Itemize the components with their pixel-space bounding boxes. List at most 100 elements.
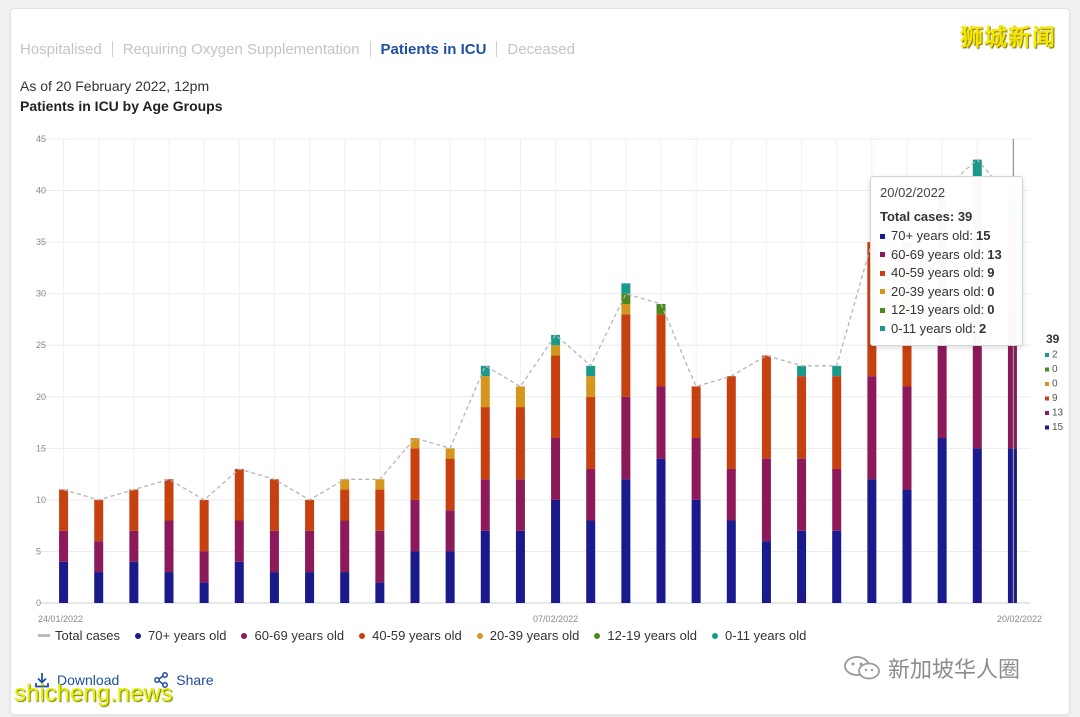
tooltip-swatch [880, 326, 885, 332]
bar-segment [305, 499, 315, 531]
y-tick-label: 5 [36, 546, 41, 556]
legend-label: 0-11 years old [724, 628, 807, 643]
bar-segment [340, 520, 350, 573]
tooltip-row: 12-19 years old: 0 [880, 301, 1013, 320]
bar-segment [94, 572, 104, 603]
end-label-swatch [1045, 353, 1049, 357]
tooltip-row-label: 12-19 years old: [891, 302, 985, 317]
legend-dot [359, 632, 366, 639]
bar-segment [164, 572, 174, 603]
tooltip-row: 40-59 years old: 9 [880, 264, 1013, 283]
bar-segment [269, 479, 279, 531]
bar-segment [656, 314, 666, 387]
bar-segment [726, 376, 736, 469]
tooltip-row: 60-69 years old: 13 [880, 246, 1013, 265]
bar-segment [445, 510, 455, 552]
bar-segment [199, 499, 209, 552]
tooltip-row: 20-39 years old: 0 [880, 283, 1013, 302]
x-tick-label: 24/01/2022 [38, 614, 83, 624]
bar-segment [199, 551, 209, 583]
bar-segment [59, 530, 69, 562]
end-label-value: 9 [1052, 393, 1058, 404]
bar-segment [832, 376, 842, 469]
bar-segment [656, 458, 666, 603]
bar-segment [656, 303, 666, 315]
bar-segment [797, 458, 807, 531]
bar-segment [621, 314, 631, 397]
bar-segment [445, 458, 455, 511]
legend-dot [711, 632, 718, 639]
share-button[interactable]: Share [153, 672, 214, 688]
end-label-swatch [1045, 367, 1049, 372]
bar-segment [621, 479, 631, 603]
legend-label: 60-69 years old [254, 628, 345, 643]
legend-item-12-19[interactable]: 12-19 years old [594, 628, 697, 643]
bar-segment [621, 283, 631, 294]
bar-segment [902, 489, 912, 603]
bar-segment [234, 468, 244, 521]
bar-segment [797, 365, 807, 377]
bar-segment [129, 530, 139, 562]
bar-segment [129, 561, 139, 603]
bar-segment [761, 458, 771, 542]
bar-segment [797, 376, 807, 459]
total-cases-line [63, 158, 1013, 501]
bar-segment [269, 530, 279, 573]
bar-segment [305, 572, 315, 603]
legend-dot [476, 632, 483, 639]
legend-label: 70+ years old [148, 628, 227, 643]
bar-segment [832, 530, 842, 603]
bar-segment [726, 468, 736, 521]
y-tick-label: 45 [36, 134, 46, 144]
end-label-swatch [1045, 396, 1049, 401]
bar-segment [1007, 448, 1017, 603]
legend-label: 20-39 years old [489, 628, 580, 643]
legend-label: Total cases [55, 628, 121, 643]
bar-segment [691, 438, 701, 500]
bar-segment [551, 334, 561, 346]
bar-segment [410, 499, 420, 552]
bar-segment [375, 479, 385, 490]
legend-line-marker [38, 634, 50, 637]
legend-item-70-plus[interactable]: 70+ years old [135, 628, 226, 643]
tooltip-row-value: 9 [987, 265, 995, 280]
bar-segment [937, 438, 947, 603]
legend-item-0-11[interactable]: 0-11 years old [711, 628, 807, 643]
chart-tooltip: 20/02/2022 Total cases: 39 70+ years old… [870, 176, 1023, 346]
legend-item-20-39[interactable]: 20-39 years old [476, 628, 580, 643]
tab-patients-in-icu[interactable]: Patients in ICU [380, 40, 487, 58]
tooltip-row-label: 20-39 years old: [891, 283, 985, 299]
end-label-swatch [1045, 411, 1049, 415]
watermark-bottom-right-text: 新加坡华人圈 [888, 657, 1021, 682]
bar-segment [445, 448, 455, 459]
bar-segment [234, 520, 244, 562]
tab-requiring-oxygen[interactable]: Requiring Oxygen Supplementation [122, 40, 360, 58]
bar-segment [129, 489, 139, 531]
bar-segment [621, 303, 631, 315]
tooltip-row-label: 60-69 years old: [891, 246, 985, 262]
legend-item-60-69[interactable]: 60-69 years old [241, 628, 344, 643]
legend-item-total-cases[interactable]: Total cases [38, 628, 120, 643]
bar-segment [340, 572, 350, 603]
end-label-value: 15 [1052, 422, 1064, 433]
tab-hospitalised[interactable]: Hospitalised [20, 40, 102, 58]
tooltip-row-label: 0-11 years old: [891, 320, 977, 336]
bar-segment [375, 530, 385, 583]
legend-dot [135, 632, 142, 639]
tab-deceased[interactable]: Deceased [507, 40, 575, 58]
legend-item-40-59[interactable]: 40-59 years old [359, 628, 462, 643]
as-of-date: As of 20 February 2022, 12pm [20, 78, 210, 94]
tooltip-date: 20/02/2022 [880, 185, 946, 200]
download-button[interactable]: Download [34, 672, 119, 688]
bar-segment [551, 438, 561, 500]
tooltip-row-value: 2 [979, 320, 987, 336]
watermark-top-right: 狮城新闻 [960, 24, 1056, 50]
download-label: Download [57, 672, 120, 688]
y-tick-label: 40 [36, 186, 46, 196]
legend-label: 40-59 years old [372, 628, 462, 643]
bar-segment [621, 293, 631, 304]
bar-segment [586, 520, 596, 603]
bar-segment [832, 365, 842, 377]
legend-dot [241, 632, 248, 639]
